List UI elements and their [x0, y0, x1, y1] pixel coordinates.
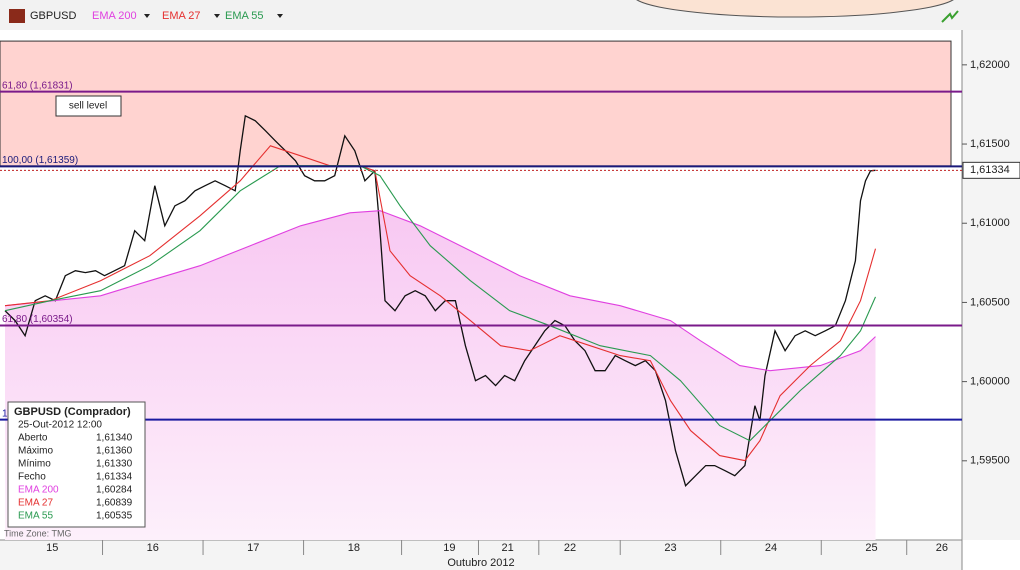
legend-entry: EMA 200 — [92, 10, 137, 22]
tooltip-label: Mínimo — [18, 459, 51, 470]
x-tick-label: 15 — [46, 542, 58, 554]
x-tick-label: 17 — [247, 542, 259, 554]
toolbar-symbol: GBPUSD — [30, 10, 77, 22]
x-tick-label: 22 — [564, 542, 576, 554]
y-tick-label: 1,59500 — [970, 455, 1010, 467]
y-tick-label: 1,60500 — [970, 296, 1010, 308]
legend-dropdown — [144, 14, 150, 18]
tooltip-label: Fecho — [18, 472, 46, 483]
y-axis-panel — [962, 30, 1020, 540]
tooltip-value: 1,61360 — [96, 446, 133, 457]
ema-line — [4, 210, 876, 372]
fib-level-label: 100,00 (1,61359) — [2, 155, 78, 166]
tooltip: GBPUSD (Comprador) 25-Out-2012 12:00 Abert… — [7, 401, 146, 528]
price-tag-label: 1,61334 — [970, 164, 1010, 176]
x-tick-label: 21 — [502, 542, 514, 554]
x-tick-label: 25 — [865, 542, 877, 554]
legend-dropdown — [214, 14, 220, 18]
x-tick-label: 19 — [443, 542, 455, 554]
ema-line — [4, 145, 877, 462]
y-tick-label: 1,61000 — [970, 217, 1010, 229]
price-line — [4, 114, 876, 487]
x-tick-label: 18 — [348, 542, 360, 554]
tooltip-value: 1,61330 — [96, 459, 133, 470]
y-tick-label: 1,60000 — [970, 376, 1010, 388]
trend-icon — [941, 10, 959, 23]
x-axis-panel — [0, 540, 962, 570]
tooltip-label: Máximo — [18, 446, 53, 457]
annotation: sell level — [69, 101, 107, 112]
legend-entry: EMA 55 — [225, 10, 264, 22]
tooltip-value: 1,60839 — [96, 498, 133, 509]
price-tag — [962, 161, 1020, 179]
tooltip-value: 1,61334 — [96, 472, 133, 483]
tooltip-label: EMA 55 — [18, 511, 53, 522]
fx-icon — [9, 9, 25, 23]
legend-entry: EMA 27 — [162, 10, 201, 22]
x-tick-label: 16 — [147, 542, 159, 554]
x-axis-title: Outubro 2012 — [447, 557, 514, 569]
tooltip-value: 1,60284 — [96, 485, 133, 496]
tooltip-value: 1,61340 — [96, 433, 133, 444]
x-tick-label: 26 — [936, 542, 948, 554]
tooltip-value: 1,60535 — [96, 511, 133, 522]
legend-dropdown — [277, 14, 283, 18]
ema-line — [4, 165, 877, 442]
x-tick-label: 23 — [664, 542, 676, 554]
tooltip-label: Aberto — [18, 433, 48, 444]
annotation-box — [55, 95, 122, 117]
time-zone: Time Zone: TMG — [4, 528, 72, 538]
tooltip-label: EMA 27 — [18, 498, 53, 509]
tooltip-label: EMA 200 — [18, 485, 59, 496]
tooltip-date: 25-Out-2012 12:00 — [18, 420, 102, 431]
ema-area — [5, 210, 876, 540]
decor — [636, 0, 954, 18]
x-tick-label: 24 — [765, 542, 777, 554]
y-tick-label: 1,61500 — [970, 138, 1010, 150]
sell-zone — [0, 40, 952, 167]
tooltip-title: GBPUSD (Comprador) — [14, 406, 131, 418]
y-tick-label: 1,62000 — [970, 59, 1010, 71]
fib-level-label: 61,80 (1,61831) — [2, 80, 73, 91]
fib-level-label: 61,80 (1,60354) — [2, 314, 73, 325]
tooltip-box — [7, 401, 146, 528]
